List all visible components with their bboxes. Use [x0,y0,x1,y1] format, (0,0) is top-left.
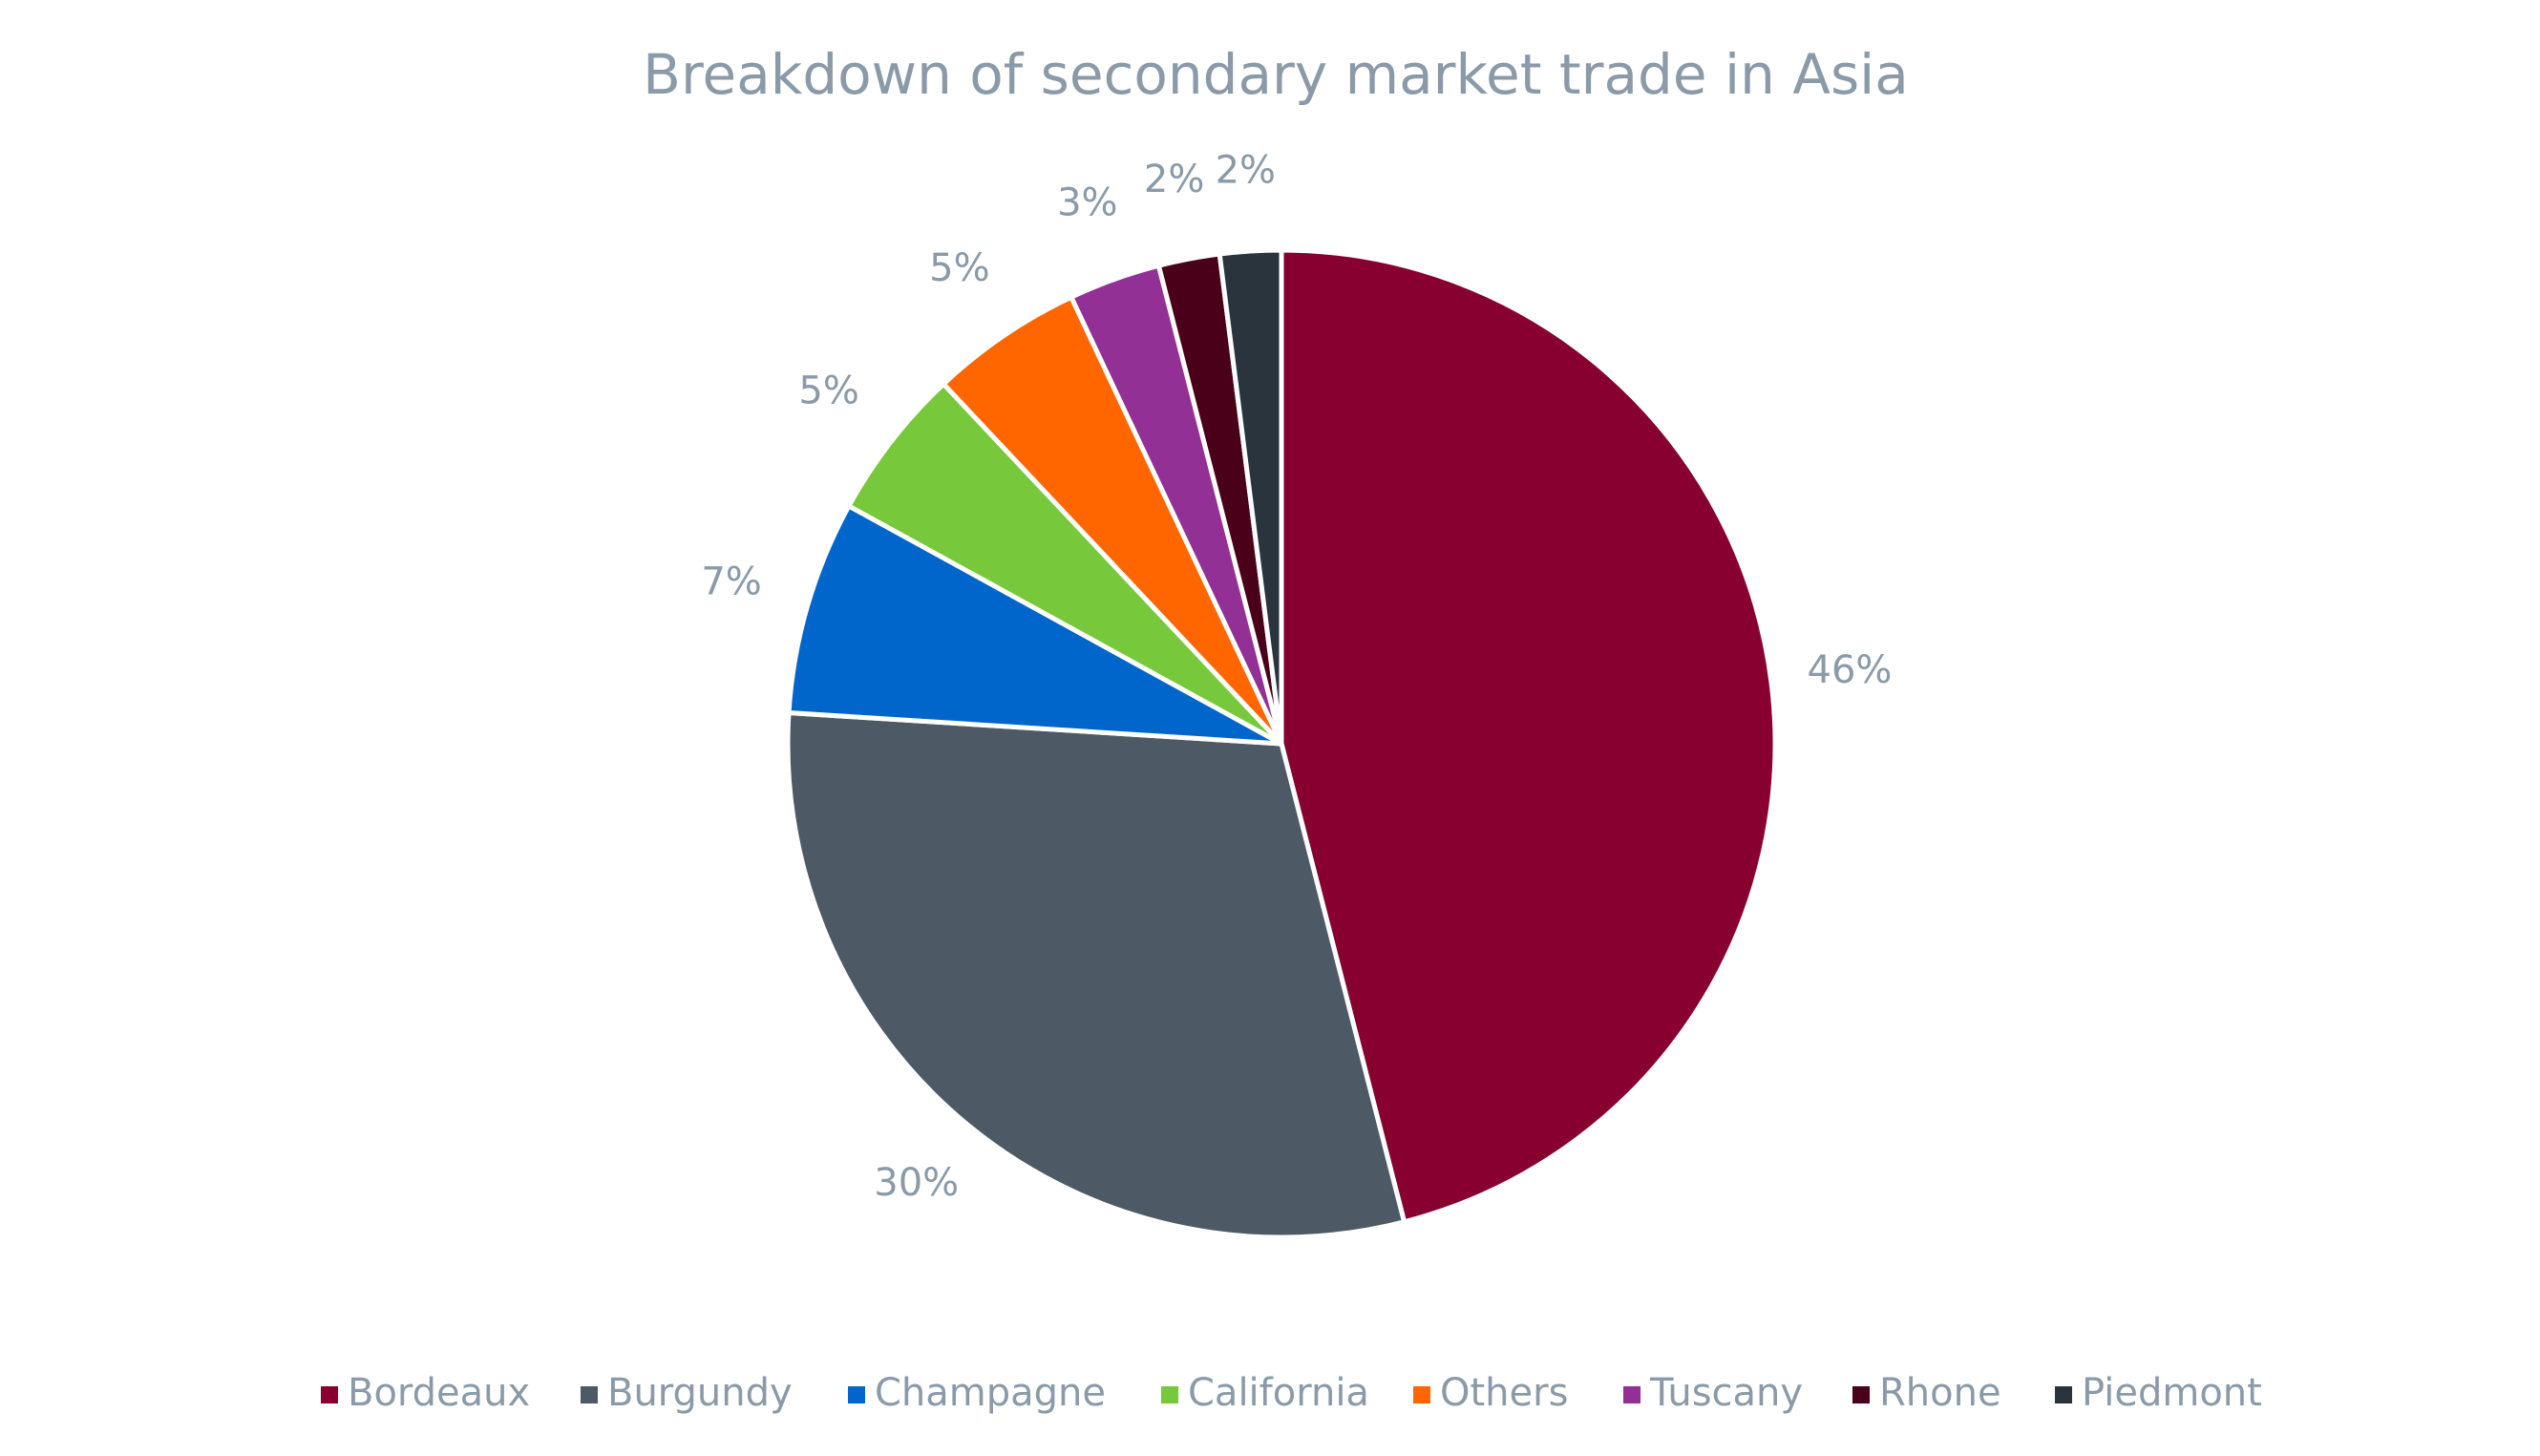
legend-label: Tuscany [1649,1371,1803,1415]
legend-swatch [321,1386,338,1403]
pie-slice [1279,247,1778,1225]
data-label: 30% [874,1161,959,1205]
pie-slice [845,380,1283,747]
data-label: 7% [701,560,761,604]
legend-swatch [1623,1386,1640,1403]
legend-label: Piedmont [2082,1371,2262,1415]
data-label: 3% [1057,181,1117,225]
data-label: 2% [1144,158,1204,201]
pie-slice [940,293,1284,746]
legend-swatch [1161,1386,1178,1403]
chart-title: Breakdown of secondary market trade in A… [643,42,1909,107]
data-label: 46% [1808,648,1893,692]
legend-swatch [581,1386,598,1403]
legend-swatch [1852,1386,1870,1403]
pie-slice [1217,247,1284,745]
pie-slice [785,709,1408,1240]
legend-swatch [1413,1386,1430,1403]
pie-slice [786,502,1283,747]
data-label: 5% [929,246,989,290]
legend-label: Bordeaux [348,1371,530,1415]
legend-label: Others [1440,1371,1568,1415]
legend-swatch [2055,1386,2072,1403]
legend-label: Rhone [1879,1371,2001,1415]
legend-label: California [1188,1371,1369,1415]
legend-label: Burgundy [607,1371,793,1415]
data-label: 5% [798,369,858,412]
legend-swatch [848,1386,865,1403]
data-label: 2% [1216,148,1276,192]
legend-label: Champagne [875,1371,1106,1415]
